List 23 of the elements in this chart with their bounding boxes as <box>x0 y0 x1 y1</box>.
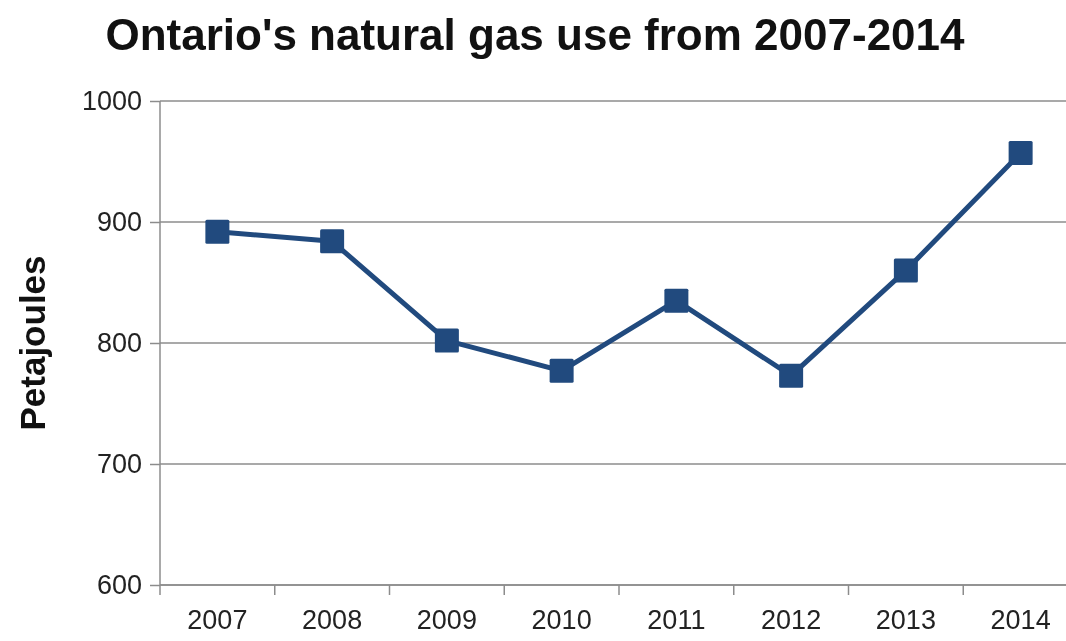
x-tick-label: 2009 <box>416 605 477 635</box>
point <box>1008 141 1033 166</box>
point <box>320 229 345 254</box>
point <box>893 258 918 283</box>
y-tick-label: 700 <box>96 449 142 480</box>
point <box>434 328 459 353</box>
y-axis-title: Petajoules <box>13 255 52 431</box>
point <box>205 219 230 244</box>
point <box>664 288 689 313</box>
x-tick-label: 2007 <box>187 605 248 635</box>
x-tick-label: 2011 <box>647 605 706 635</box>
y-tick-label: 600 <box>96 570 142 601</box>
point <box>549 358 574 383</box>
x-tick-label: 2010 <box>531 605 592 635</box>
chart-title: Ontario's natural gas use from 2007-2014 <box>105 10 966 59</box>
point <box>779 363 804 388</box>
x-tick-label: 2008 <box>302 605 363 635</box>
x-tick-label: 2013 <box>875 605 936 635</box>
y-tick-label: 800 <box>96 328 142 359</box>
y-tick-label: 1000 <box>81 86 142 117</box>
x-tick-label: 2014 <box>990 605 1051 635</box>
y-tick-label: 900 <box>96 207 142 238</box>
x-tick-label: 2012 <box>761 605 822 635</box>
